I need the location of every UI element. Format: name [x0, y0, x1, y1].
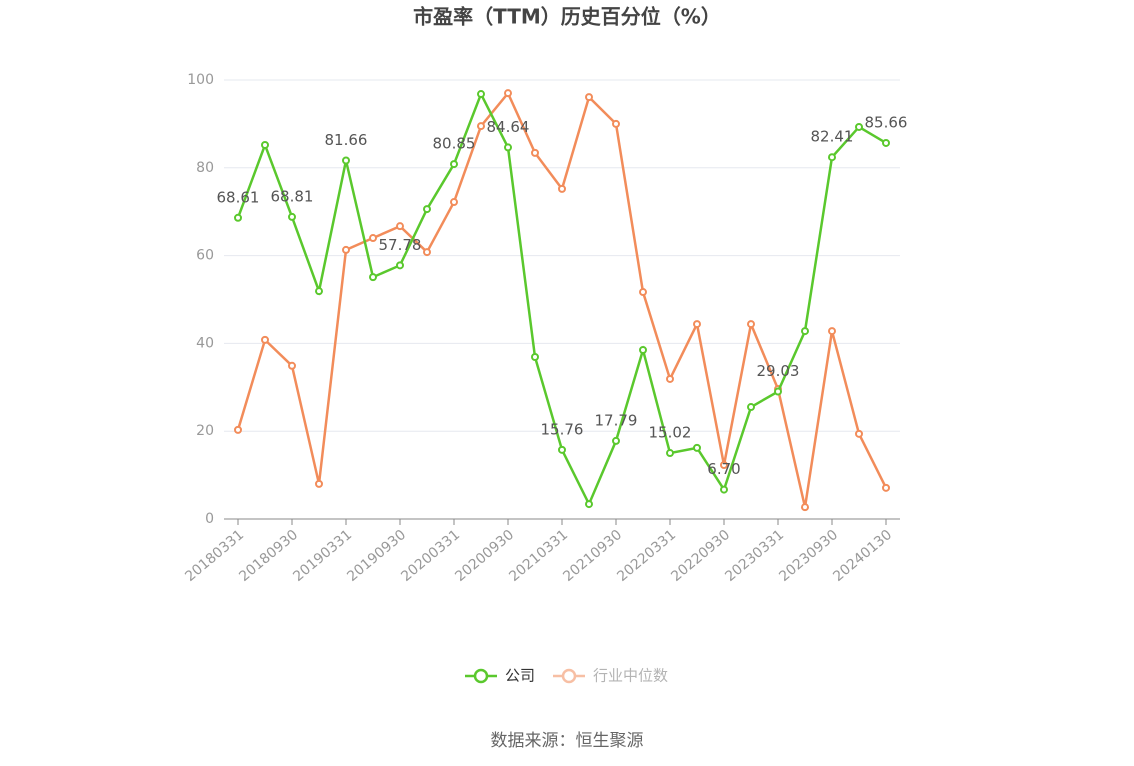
- data-point: [477, 122, 485, 131]
- data-label: 81.66: [325, 131, 368, 149]
- data-label: 57.78: [379, 236, 422, 254]
- data-point: [369, 273, 377, 282]
- x-tick-label: 20200331: [398, 527, 463, 585]
- y-tick-label: 100: [187, 72, 214, 88]
- x-tick-label: 20210331: [506, 527, 571, 585]
- legend-marker: [473, 668, 489, 684]
- y-tick-label: 40: [196, 335, 214, 351]
- data-point: [558, 445, 566, 454]
- data-point: [612, 119, 620, 128]
- x-tick-label: 20210930: [560, 527, 625, 585]
- x-tick-label: 20200930: [452, 527, 517, 585]
- data-point: [261, 140, 269, 149]
- data-point: [720, 461, 728, 470]
- series-line: [236, 90, 887, 508]
- data-point: [315, 287, 323, 296]
- data-point: [396, 222, 404, 231]
- x-tick-label: 20190930: [344, 527, 409, 585]
- data-point: [234, 213, 242, 222]
- data-point: [342, 245, 350, 254]
- data-point: [666, 374, 674, 383]
- x-tick-label: 20190331: [290, 527, 355, 585]
- source-note: 数据来源：恒生聚源: [491, 731, 644, 751]
- data-point: [639, 345, 647, 354]
- data-point: [423, 205, 431, 214]
- legend-label: 公司: [505, 667, 535, 685]
- data-point: [882, 483, 890, 492]
- data-point: [369, 234, 377, 243]
- data-label: 6.70: [707, 460, 740, 478]
- data-point: [720, 485, 728, 494]
- data-point: [396, 261, 404, 270]
- data-label: 85.66: [865, 113, 908, 131]
- data-label: 84.64: [487, 118, 530, 136]
- legend-item: 公司: [465, 667, 535, 685]
- y-tick-label: 60: [196, 248, 214, 264]
- data-point: [855, 122, 863, 131]
- data-point: [288, 212, 296, 221]
- data-point: [855, 429, 863, 438]
- data-point: [477, 90, 485, 99]
- data-point: [747, 403, 755, 412]
- data-point: [504, 143, 512, 152]
- y-tick-label: 20: [196, 423, 214, 439]
- data-point: [450, 198, 458, 207]
- x-tick-label: 20180930: [236, 527, 301, 585]
- data-point: [450, 160, 458, 169]
- data-label: 15.02: [649, 424, 692, 442]
- data-point: [801, 503, 809, 512]
- series-line: [236, 90, 888, 508]
- data-label: 15.76: [541, 420, 584, 438]
- data-point: [828, 327, 836, 336]
- data-point: [747, 320, 755, 329]
- data-label: 82.41: [811, 128, 854, 146]
- data-label: 68.81: [271, 187, 314, 205]
- data-point: [261, 335, 269, 344]
- data-point: [315, 479, 323, 488]
- data-point: [693, 443, 701, 452]
- chart-title: 市盈率（TTM）历史百分位（%）: [413, 5, 721, 29]
- data-point: [423, 248, 431, 257]
- data-point: [531, 148, 539, 157]
- y-tick-label: 80: [196, 160, 214, 176]
- x-tick-label: 20220930: [668, 527, 733, 585]
- data-point: [612, 436, 620, 445]
- x-tick-label: 20240130: [830, 527, 895, 585]
- x-tick-label: 20230331: [722, 527, 787, 585]
- data-point: [801, 327, 809, 336]
- x-tick-label: 20230930: [776, 527, 841, 585]
- data-label: 68.61: [217, 188, 260, 206]
- data-point: [342, 156, 350, 165]
- data-point: [234, 425, 242, 434]
- legend-label: 行业中位数: [593, 667, 668, 685]
- data-point: [774, 387, 782, 396]
- data-point: [531, 353, 539, 362]
- data-point: [504, 89, 512, 98]
- data-label: 17.79: [595, 411, 638, 429]
- data-label: 29.03: [757, 362, 800, 380]
- x-tick-label: 20180331: [182, 527, 247, 585]
- y-tick-label: 0: [205, 511, 214, 527]
- data-point: [693, 320, 701, 329]
- data-point: [585, 93, 593, 102]
- legend-marker: [561, 668, 577, 684]
- data-point: [828, 153, 836, 162]
- data-point: [882, 138, 890, 147]
- data-point: [288, 361, 296, 370]
- data-point: [666, 449, 674, 458]
- data-point: [639, 288, 647, 297]
- x-tick-label: 20220331: [614, 527, 679, 585]
- legend-item: 行业中位数: [553, 667, 668, 685]
- data-point: [585, 500, 593, 509]
- data-label: 80.85: [433, 135, 476, 153]
- data-point: [558, 184, 566, 193]
